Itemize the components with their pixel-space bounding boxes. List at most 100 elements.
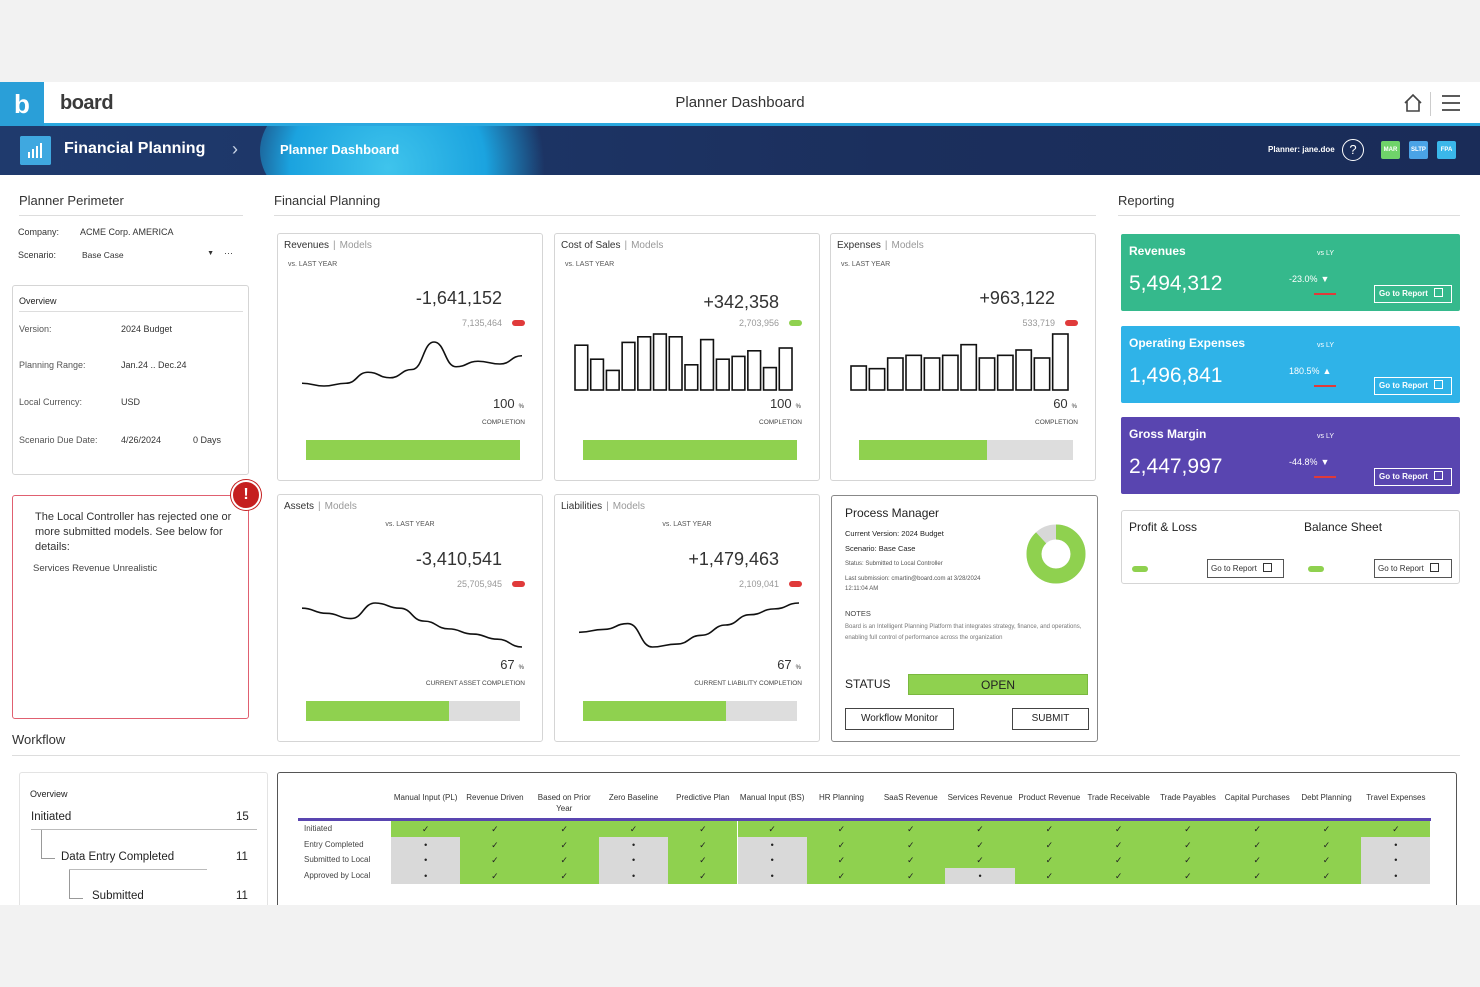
check-cell[interactable]: ✓ [1014,836,1084,853]
check-cell[interactable]: ✓ [1291,868,1362,885]
pending-cell[interactable]: • [1361,836,1431,853]
card-title[interactable]: Expenses [837,240,881,251]
pending-cell[interactable]: • [737,852,807,869]
check-cell[interactable]: ✓ [460,836,530,853]
check-cell[interactable]: ✓ [1222,868,1292,885]
models-link[interactable]: Models [612,501,645,512]
check-cell[interactable]: ✓ [668,836,738,853]
check-cell[interactable]: ✓ [1222,852,1292,869]
pending-cell[interactable]: • [598,836,669,853]
pending-cell[interactable]: • [598,868,669,885]
models-link[interactable]: Models [631,240,664,251]
check-cell[interactable]: ✓ [668,821,738,837]
bs-go-to-report-button[interactable]: Go to Report [1374,559,1452,578]
nav-section-title[interactable]: Financial Planning [64,140,206,157]
trend-bar [621,341,636,391]
check-cell[interactable]: ✓ [1361,821,1431,837]
check-cell[interactable]: ✓ [1222,836,1292,853]
check-cell[interactable]: ✓ [668,852,738,869]
check-cell[interactable]: ✓ [598,821,669,837]
check-cell[interactable]: ✓ [806,836,877,853]
models-link[interactable]: Models [891,240,924,251]
check-cell[interactable]: ✓ [1222,821,1292,837]
pending-cell[interactable]: • [391,868,461,885]
go-to-report-button[interactable]: Go to Report [1374,285,1452,303]
check-cell[interactable]: ✓ [1153,836,1223,853]
hamburger-menu-icon[interactable] [1440,93,1462,113]
check-cell[interactable]: ✓ [460,852,530,869]
check-cell[interactable]: ✓ [1014,852,1084,869]
models-link[interactable]: Models [339,240,372,251]
more-options-icon[interactable]: ··· [224,248,233,258]
check-cell[interactable]: ✓ [1084,852,1154,869]
card-title[interactable]: Cost of Sales [561,240,621,251]
check-cell[interactable]: ✓ [876,836,946,853]
pending-cell[interactable]: • [391,836,461,853]
trend-bar [668,336,683,391]
financial-planning-icon[interactable] [20,136,51,165]
check-cell[interactable]: ✓ [806,868,877,885]
check-cell[interactable]: ✓ [460,868,530,885]
check-cell[interactable]: ✓ [945,836,1015,853]
breadcrumb[interactable]: Planner Dashboard [280,142,400,157]
go-to-report-button[interactable]: Go to Report [1374,468,1452,486]
check-cell[interactable]: ✓ [1291,821,1362,837]
app-badge-fpa[interactable]: FPA [1437,141,1456,159]
check-cell[interactable]: ✓ [1153,821,1223,837]
check-cell[interactable]: ✓ [1291,836,1362,853]
divider [19,311,243,312]
check-cell[interactable]: ✓ [806,821,877,837]
check-cell[interactable]: ✓ [737,821,807,837]
pending-cell[interactable]: • [1361,868,1431,885]
pending-cell[interactable]: • [737,868,807,885]
go-to-report-button[interactable]: Go to Report [1374,377,1452,395]
check-cell[interactable]: ✓ [1084,821,1154,837]
card-header: Revenues | Models [284,240,372,251]
pending-cell[interactable]: • [737,836,807,853]
percent-unit: % [1071,404,1077,410]
app-badge-mar[interactable]: MAR [1381,141,1400,159]
check-cell[interactable]: ✓ [668,868,738,885]
check-cell[interactable]: ✓ [806,852,877,869]
check-cell[interactable]: ✓ [1084,836,1154,853]
workflow-monitor-button[interactable]: Workflow Monitor [845,708,954,730]
check-cell[interactable]: ✓ [529,852,599,869]
tree-item-data-entry-completed[interactable]: Data Entry Completed [61,851,175,863]
tree-item-initiated[interactable]: Initiated [31,811,72,823]
check-cell[interactable]: ✓ [876,852,946,869]
card-title[interactable]: Revenues [284,240,330,251]
pl-go-to-report-button[interactable]: Go to Report [1207,559,1284,578]
check-cell[interactable]: ✓ [1014,821,1084,837]
check-cell[interactable]: ✓ [460,821,530,837]
submit-button[interactable]: SUBMIT [1012,708,1089,730]
scenario-select[interactable]: Base Case ▼ [82,250,214,264]
check-cell[interactable]: ✓ [529,836,599,853]
check-cell[interactable]: ✓ [945,852,1015,869]
check-cell[interactable]: ✓ [945,821,1015,837]
models-link[interactable]: Models [324,501,357,512]
vs-last-year-label: vs. LAST YEAR [565,261,615,268]
check-cell[interactable]: ✓ [391,821,461,837]
check-cell[interactable]: ✓ [1153,852,1223,869]
percent-unit: % [795,665,801,671]
check-cell[interactable]: ✓ [1084,868,1154,885]
check-cell[interactable]: ✓ [1153,868,1223,885]
pending-cell[interactable]: • [598,852,669,869]
pending-cell[interactable]: • [391,852,461,869]
home-icon[interactable] [1402,92,1424,114]
pending-cell[interactable]: • [945,868,1015,885]
pending-cell[interactable]: • [1361,852,1431,869]
help-icon[interactable]: ? [1342,139,1364,161]
board-logo-icon[interactable]: b [0,82,44,126]
check-cell[interactable]: ✓ [529,821,599,837]
app-badge-sltp[interactable]: SLTP [1409,141,1428,159]
check-cell[interactable]: ✓ [1014,868,1084,885]
check-cell[interactable]: ✓ [876,868,946,885]
card-title[interactable]: Liabilities [561,501,603,512]
trend-bar [652,333,668,391]
check-cell[interactable]: ✓ [876,821,946,837]
tree-item-submitted[interactable]: Submitted [92,890,144,902]
check-cell[interactable]: ✓ [1291,852,1362,869]
card-title[interactable]: Assets [284,501,315,512]
check-cell[interactable]: ✓ [529,868,599,885]
